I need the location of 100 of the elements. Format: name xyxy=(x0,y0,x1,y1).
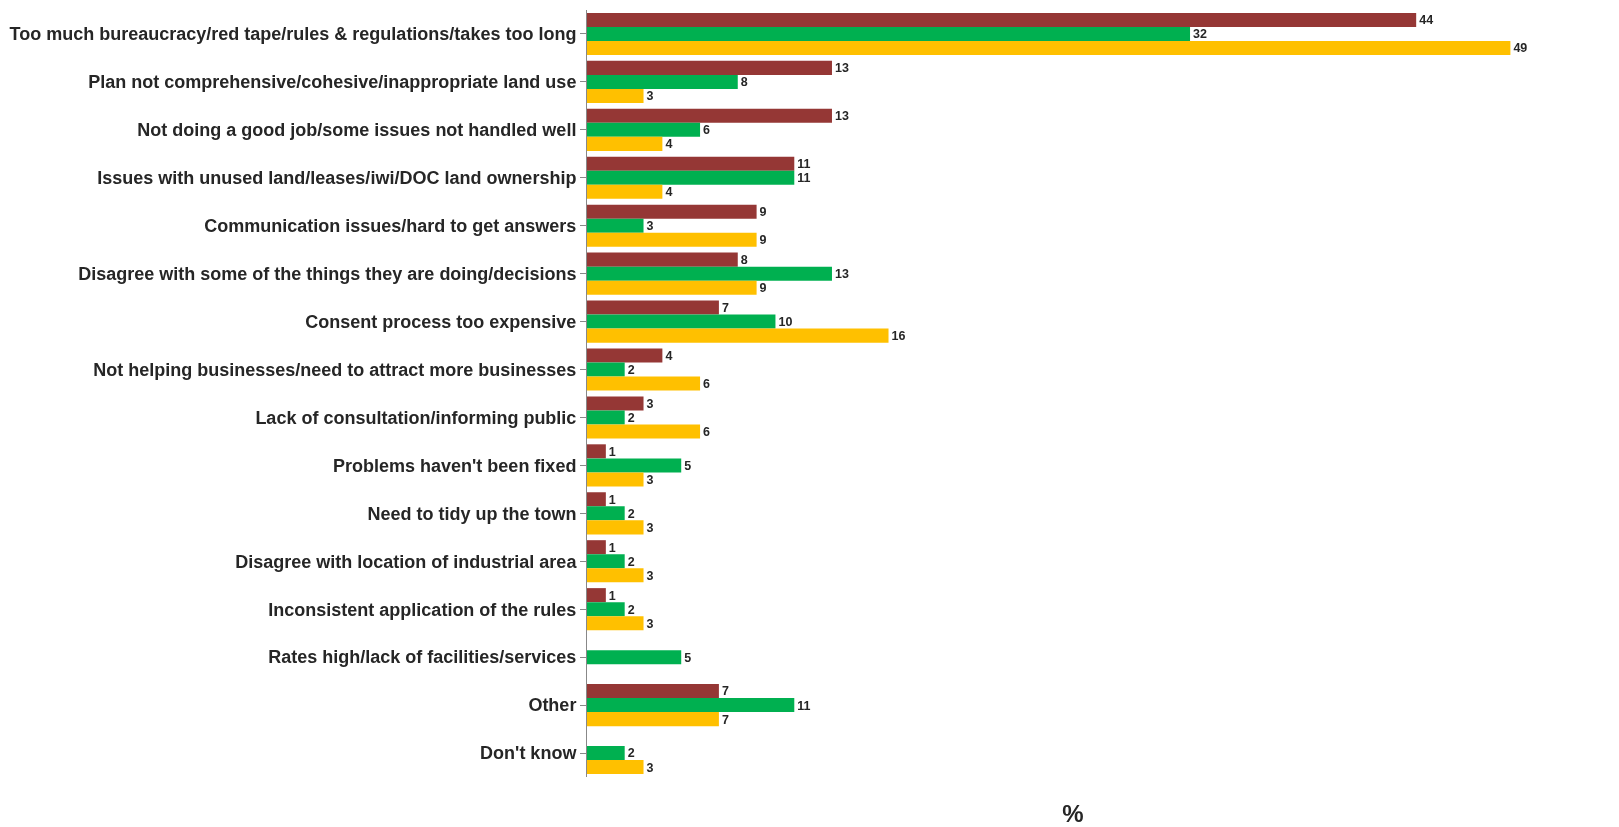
data-label: 3 xyxy=(646,89,654,104)
data-label: 2 xyxy=(627,410,635,425)
data-label: 6 xyxy=(703,377,711,392)
bar xyxy=(587,88,644,103)
y-tick-label: Consent process too expensive xyxy=(305,311,577,332)
bar xyxy=(587,520,644,535)
data-label: 1 xyxy=(608,492,616,507)
bar xyxy=(587,122,701,137)
data-label: 4 xyxy=(665,185,673,200)
bar xyxy=(587,650,682,665)
data-label: 3 xyxy=(646,520,654,535)
data-label: 2 xyxy=(627,602,635,617)
bar xyxy=(587,698,795,713)
bar xyxy=(587,554,625,569)
y-tick-label: Not doing a good job/some issues not handled well xyxy=(137,120,577,141)
data-label: 5 xyxy=(684,650,692,665)
bar xyxy=(587,376,701,391)
data-label: 13 xyxy=(834,61,849,76)
bar xyxy=(587,280,757,295)
bar xyxy=(587,472,644,487)
data-label: 49 xyxy=(1513,41,1528,56)
bar xyxy=(587,300,719,315)
data-label: 4 xyxy=(665,348,673,363)
data-label: 11 xyxy=(797,698,811,713)
bar xyxy=(587,712,719,727)
data-label: 1 xyxy=(608,540,616,555)
data-label: 9 xyxy=(759,205,767,220)
y-tick-label: Disagree with some of the things they are doing/decisions xyxy=(78,263,577,284)
data-label: 16 xyxy=(891,329,906,344)
bar xyxy=(587,616,644,631)
bar xyxy=(587,26,1191,41)
data-label: 6 xyxy=(703,424,711,439)
data-label: 5 xyxy=(684,458,692,473)
y-tick-label: Lack of consultation/informing public xyxy=(255,407,577,428)
y-tick-label: Disagree with location of industrial area xyxy=(235,551,578,572)
data-label: 8 xyxy=(740,75,748,90)
bar xyxy=(587,760,644,775)
data-label: 6 xyxy=(703,123,711,138)
data-label: 4 xyxy=(665,137,673,152)
data-label: 11 xyxy=(797,171,811,186)
bar xyxy=(587,252,738,267)
data-label: 2 xyxy=(627,362,635,377)
bar xyxy=(587,232,757,247)
bar xyxy=(587,41,1511,56)
bar xyxy=(587,602,625,617)
bar xyxy=(587,746,625,761)
bar xyxy=(587,156,795,171)
data-label: 3 xyxy=(646,472,654,487)
data-label: 10 xyxy=(778,315,793,330)
bar xyxy=(587,12,1417,27)
data-label: 2 xyxy=(627,506,635,521)
y-tick-label: Communication issues/hard to get answers xyxy=(204,216,577,237)
data-label: 11 xyxy=(797,157,811,172)
data-label: 9 xyxy=(759,281,767,296)
data-label: 7 xyxy=(721,684,729,699)
bar xyxy=(587,74,738,89)
bar xyxy=(587,506,625,521)
y-tick-label: Rates high/lack of facilities/services xyxy=(268,647,577,668)
bar xyxy=(587,684,719,699)
data-label: 32 xyxy=(1193,27,1207,42)
data-label: 2 xyxy=(627,746,635,761)
bar xyxy=(587,184,663,199)
bar xyxy=(587,108,832,123)
data-label: 7 xyxy=(721,712,729,727)
bar xyxy=(587,314,776,329)
y-tick-label: Not helping businesses/need to attract more businesses xyxy=(93,359,577,380)
data-label: 3 xyxy=(646,396,654,411)
bar xyxy=(587,136,663,151)
bar xyxy=(587,328,889,343)
data-label: 1 xyxy=(608,588,616,603)
data-label: 2 xyxy=(627,554,635,569)
bar xyxy=(587,266,832,281)
bar xyxy=(587,444,606,459)
y-tick-label: Inconsistent application of the rules xyxy=(268,599,577,620)
y-tick-label: Other xyxy=(528,695,577,716)
bar xyxy=(587,424,701,439)
bar xyxy=(587,588,606,603)
bar xyxy=(587,396,644,411)
y-tick-label: Issues with unused land/leases/iwi/DOC land ownership xyxy=(97,168,577,189)
data-label: 3 xyxy=(646,760,654,775)
y-tick-label: Too much bureaucracy/red tape/rules & regulations/takes too long xyxy=(9,24,577,45)
bar xyxy=(587,492,606,507)
data-label: 3 xyxy=(646,568,654,583)
bar xyxy=(587,348,663,363)
data-label: 9 xyxy=(759,233,767,248)
x-axis-title: % xyxy=(1062,800,1084,827)
bar xyxy=(587,170,795,185)
data-label: 7 xyxy=(721,300,729,315)
y-tick-label: Don't know xyxy=(480,743,578,764)
bar xyxy=(587,410,625,425)
data-label: 13 xyxy=(834,109,849,124)
bar xyxy=(587,568,644,583)
data-label: 1 xyxy=(608,444,616,459)
y-tick-label: Need to tidy up the town xyxy=(367,503,577,524)
bar xyxy=(587,458,682,473)
bar xyxy=(587,362,625,377)
bar xyxy=(587,60,832,75)
bar xyxy=(587,204,757,219)
bar xyxy=(587,540,606,555)
bar xyxy=(587,218,644,233)
